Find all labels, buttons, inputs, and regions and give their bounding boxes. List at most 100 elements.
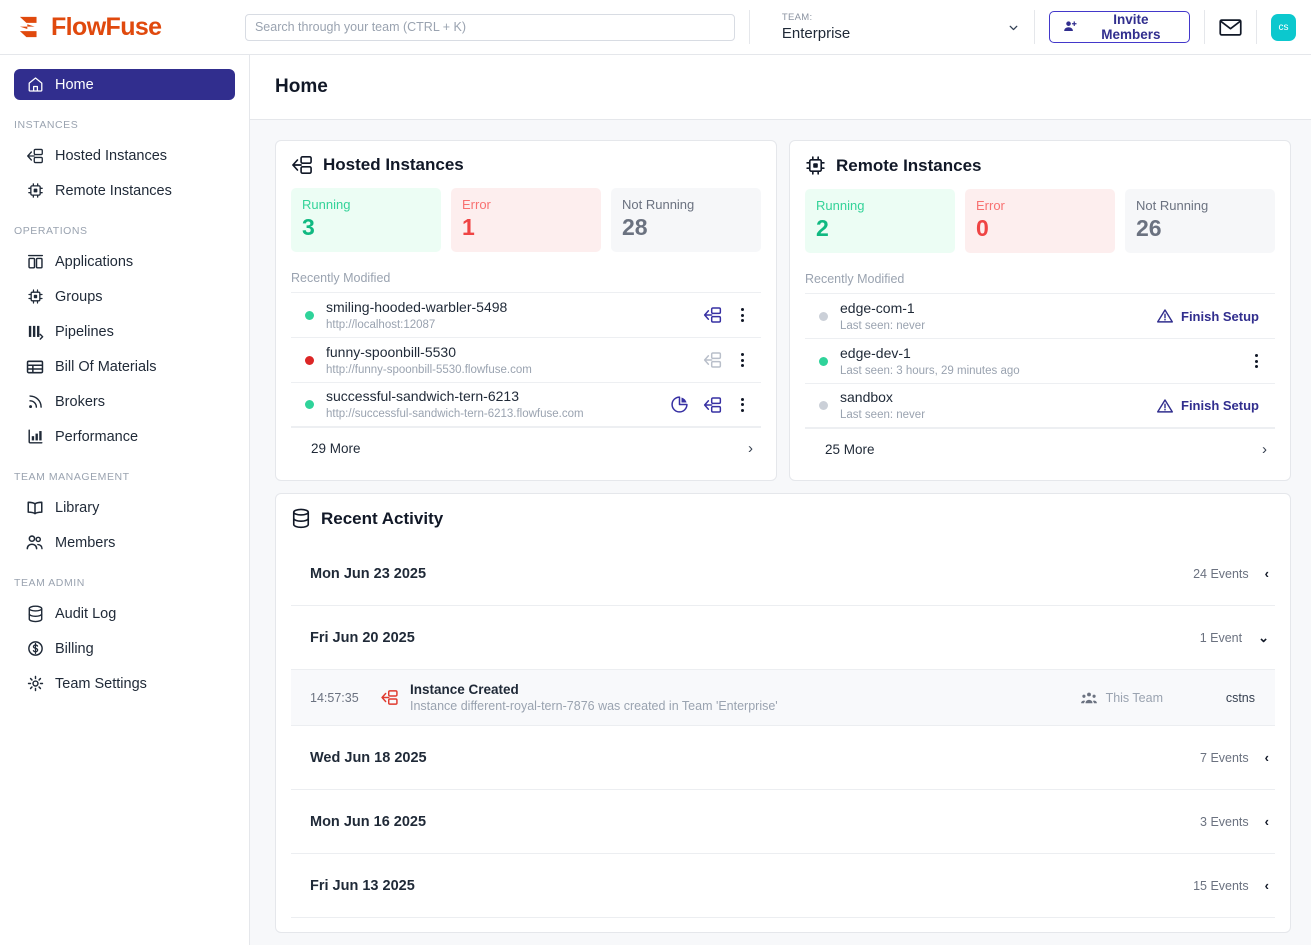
activity-day-date: Mon Jun 16 2025 [310,813,427,830]
sidebar-item-home[interactable]: Home [14,69,235,100]
status-dot-red [305,355,314,365]
status-dot-grey [819,401,828,410]
instance-sub: http://localhost:12087 [326,318,436,331]
divider [1256,10,1257,44]
stat-value: 1 [462,214,475,240]
sidebar-group-items: Hosted Instances Remote Instances [0,140,249,206]
instance-row[interactable]: funny-spoonbill-5530 http://funny-spoonbi… [291,337,761,382]
activity-day-header[interactable]: Mon Jun 23 2025 24 Events ‹ [291,542,1275,606]
book-icon [26,499,44,517]
sidebar-item-remote-instances[interactable]: Remote Instances [14,175,235,206]
instance-row[interactable]: edge-dev-1 Last seen: 3 hours, 29 minutes… [805,338,1275,383]
brand-logo[interactable]: FlowFuse [0,13,233,42]
stat-running[interactable]: Running 3 [291,188,441,252]
hosted-stats: Running 3 Error 1 Not Running 28 [291,188,761,252]
row-menu-button[interactable] [1250,351,1263,371]
user-plus-icon [1063,21,1077,32]
remote-card-header: Remote Instances [805,155,1275,176]
hosted-instance-icon [26,147,44,165]
sidebar-item-applications[interactable]: Applications [14,246,235,277]
database-icon [26,605,44,623]
flowfuse-logo-icon [19,16,37,38]
sidebar-group-title: TEAM ADMIN [14,577,85,589]
sidebar-group-items: Audit Log Billing Team Settings [0,598,249,699]
activity-day-header[interactable]: Wed Jun 18 2025 7 Events ‹ [291,726,1275,790]
chevron-left-icon[interactable]: ‹ [1264,814,1269,829]
mail-button[interactable] [1219,18,1242,37]
sidebar-item-brokers[interactable]: Brokers [14,386,235,417]
divider [1033,10,1035,44]
activity-day-header[interactable]: Mon Jun 16 2025 3 Events ‹ [291,790,1275,854]
sidebar-item-billing[interactable]: Billing [14,633,235,664]
sidebar-item-bill-of-materials[interactable]: Bill Of Materials [14,351,235,382]
activity-day-list: Mon Jun 23 2025 24 Events ‹ Fri Jun 20 2025… [291,542,1275,918]
activity-day-date: Fri Jun 20 2025 [310,629,415,646]
instance-row[interactable]: successful-sandwich-tern-6213 http://succ… [291,382,761,427]
invite-members-button[interactable]: Invite Members [1048,11,1191,43]
stat-label: Not Running [1136,198,1209,213]
stat-error[interactable]: Error 1 [451,188,601,252]
avatar[interactable]: cs [1270,13,1296,41]
instance-name: successful-sandwich-tern-6213 [326,388,519,405]
status-dot-grey [819,311,828,321]
stat-label: Running [302,197,351,212]
stat-value: 28 [622,214,648,240]
search-input[interactable] [244,13,735,41]
stat-notrunning[interactable]: Not Running 26 [1125,189,1275,253]
row-menu-button[interactable] [736,395,749,415]
users-icon [26,534,44,552]
activity-day-header[interactable]: Fri Jun 20 2025 1 Event ⌄ [291,606,1275,670]
mail-icon [1219,18,1242,36]
sidebar-group-title: INSTANCES [14,119,79,131]
sidebar-item-library[interactable]: Library [14,492,235,523]
stat-label: Not Running [622,197,695,212]
chevron-left-icon[interactable]: ‹ [1264,750,1269,765]
remote-more-row[interactable]: 25 More › [805,428,1275,470]
warning-triangle-icon [1156,398,1173,413]
row-menu-button[interactable] [736,350,749,370]
stat-notrunning[interactable]: Not Running 28 [611,188,761,252]
stat-running[interactable]: Running 2 [805,189,955,253]
hosted-more-label: 29 More [311,441,361,456]
applications-icon [26,253,44,271]
hosted-instance-list: smiling-hooded-warbler-5498 http://localh… [291,292,761,427]
row-menu-button[interactable] [736,305,749,325]
instance-row[interactable]: smiling-hooded-warbler-5498 http://localh… [291,292,761,337]
home-icon [26,76,44,94]
remote-instance-list: edge-com-1 Last seen: never Finish Setup ed… [805,293,1275,428]
instance-row[interactable]: edge-com-1 Last seen: never Finish Setup [805,293,1275,338]
hosted-instance-icon [292,156,312,174]
team-selector[interactable]: TEAM: Enterprise [782,12,1020,42]
instance-name: funny-spoonbill-5530 [326,343,456,360]
sidebar-item-audit-log[interactable]: Audit Log [14,598,235,629]
hosted-more-row[interactable]: 29 More › [291,427,761,469]
finish-setup-button[interactable]: Finish Setup [1156,308,1263,324]
sidebar-item-groups[interactable]: Groups [14,281,235,312]
chevron-right-icon: › [1262,441,1267,458]
sidebar-item-pipelines[interactable]: Pipelines [14,316,235,347]
hosted-instance-icon [380,690,398,705]
finish-setup-button[interactable]: Finish Setup [1156,398,1263,414]
finish-setup-label: Finish Setup [1181,398,1259,413]
activity-day-count: 24 Events [1193,566,1249,581]
sidebar-item-team-settings[interactable]: Team Settings [14,668,235,699]
chevron-left-icon[interactable]: ‹ [1264,566,1269,581]
row-actions: Finish Setup [1156,398,1269,414]
sidebar-group-title: TEAM MANAGEMENT [14,471,130,483]
instance-row[interactable]: sandbox Last seen: never Finish Setup [805,383,1275,428]
status-dot-green [305,400,314,409]
stat-value: 26 [1136,215,1162,241]
sidebar-item-performance[interactable]: Performance [14,421,235,452]
activity-event-row[interactable]: 14:57:35 Instance Created Instance differe… [291,670,1275,726]
sidebar-item-label: Home [55,76,94,93]
sidebar-item-hosted-instances[interactable]: Hosted Instances [14,140,235,171]
sidebar-item-members[interactable]: Members [14,527,235,558]
activity-day-header[interactable]: Fri Jun 13 2025 15 Events ‹ [291,854,1275,918]
stat-error[interactable]: Error 0 [965,189,1115,253]
chevron-left-icon[interactable]: ‹ [1264,878,1269,893]
stat-label: Running [816,198,865,213]
row-actions [702,350,755,370]
instance-sub: Last seen: never [840,319,926,332]
chevron-down-icon[interactable]: ⌄ [1258,629,1269,645]
activity-day-date: Mon Jun 23 2025 [310,565,427,582]
